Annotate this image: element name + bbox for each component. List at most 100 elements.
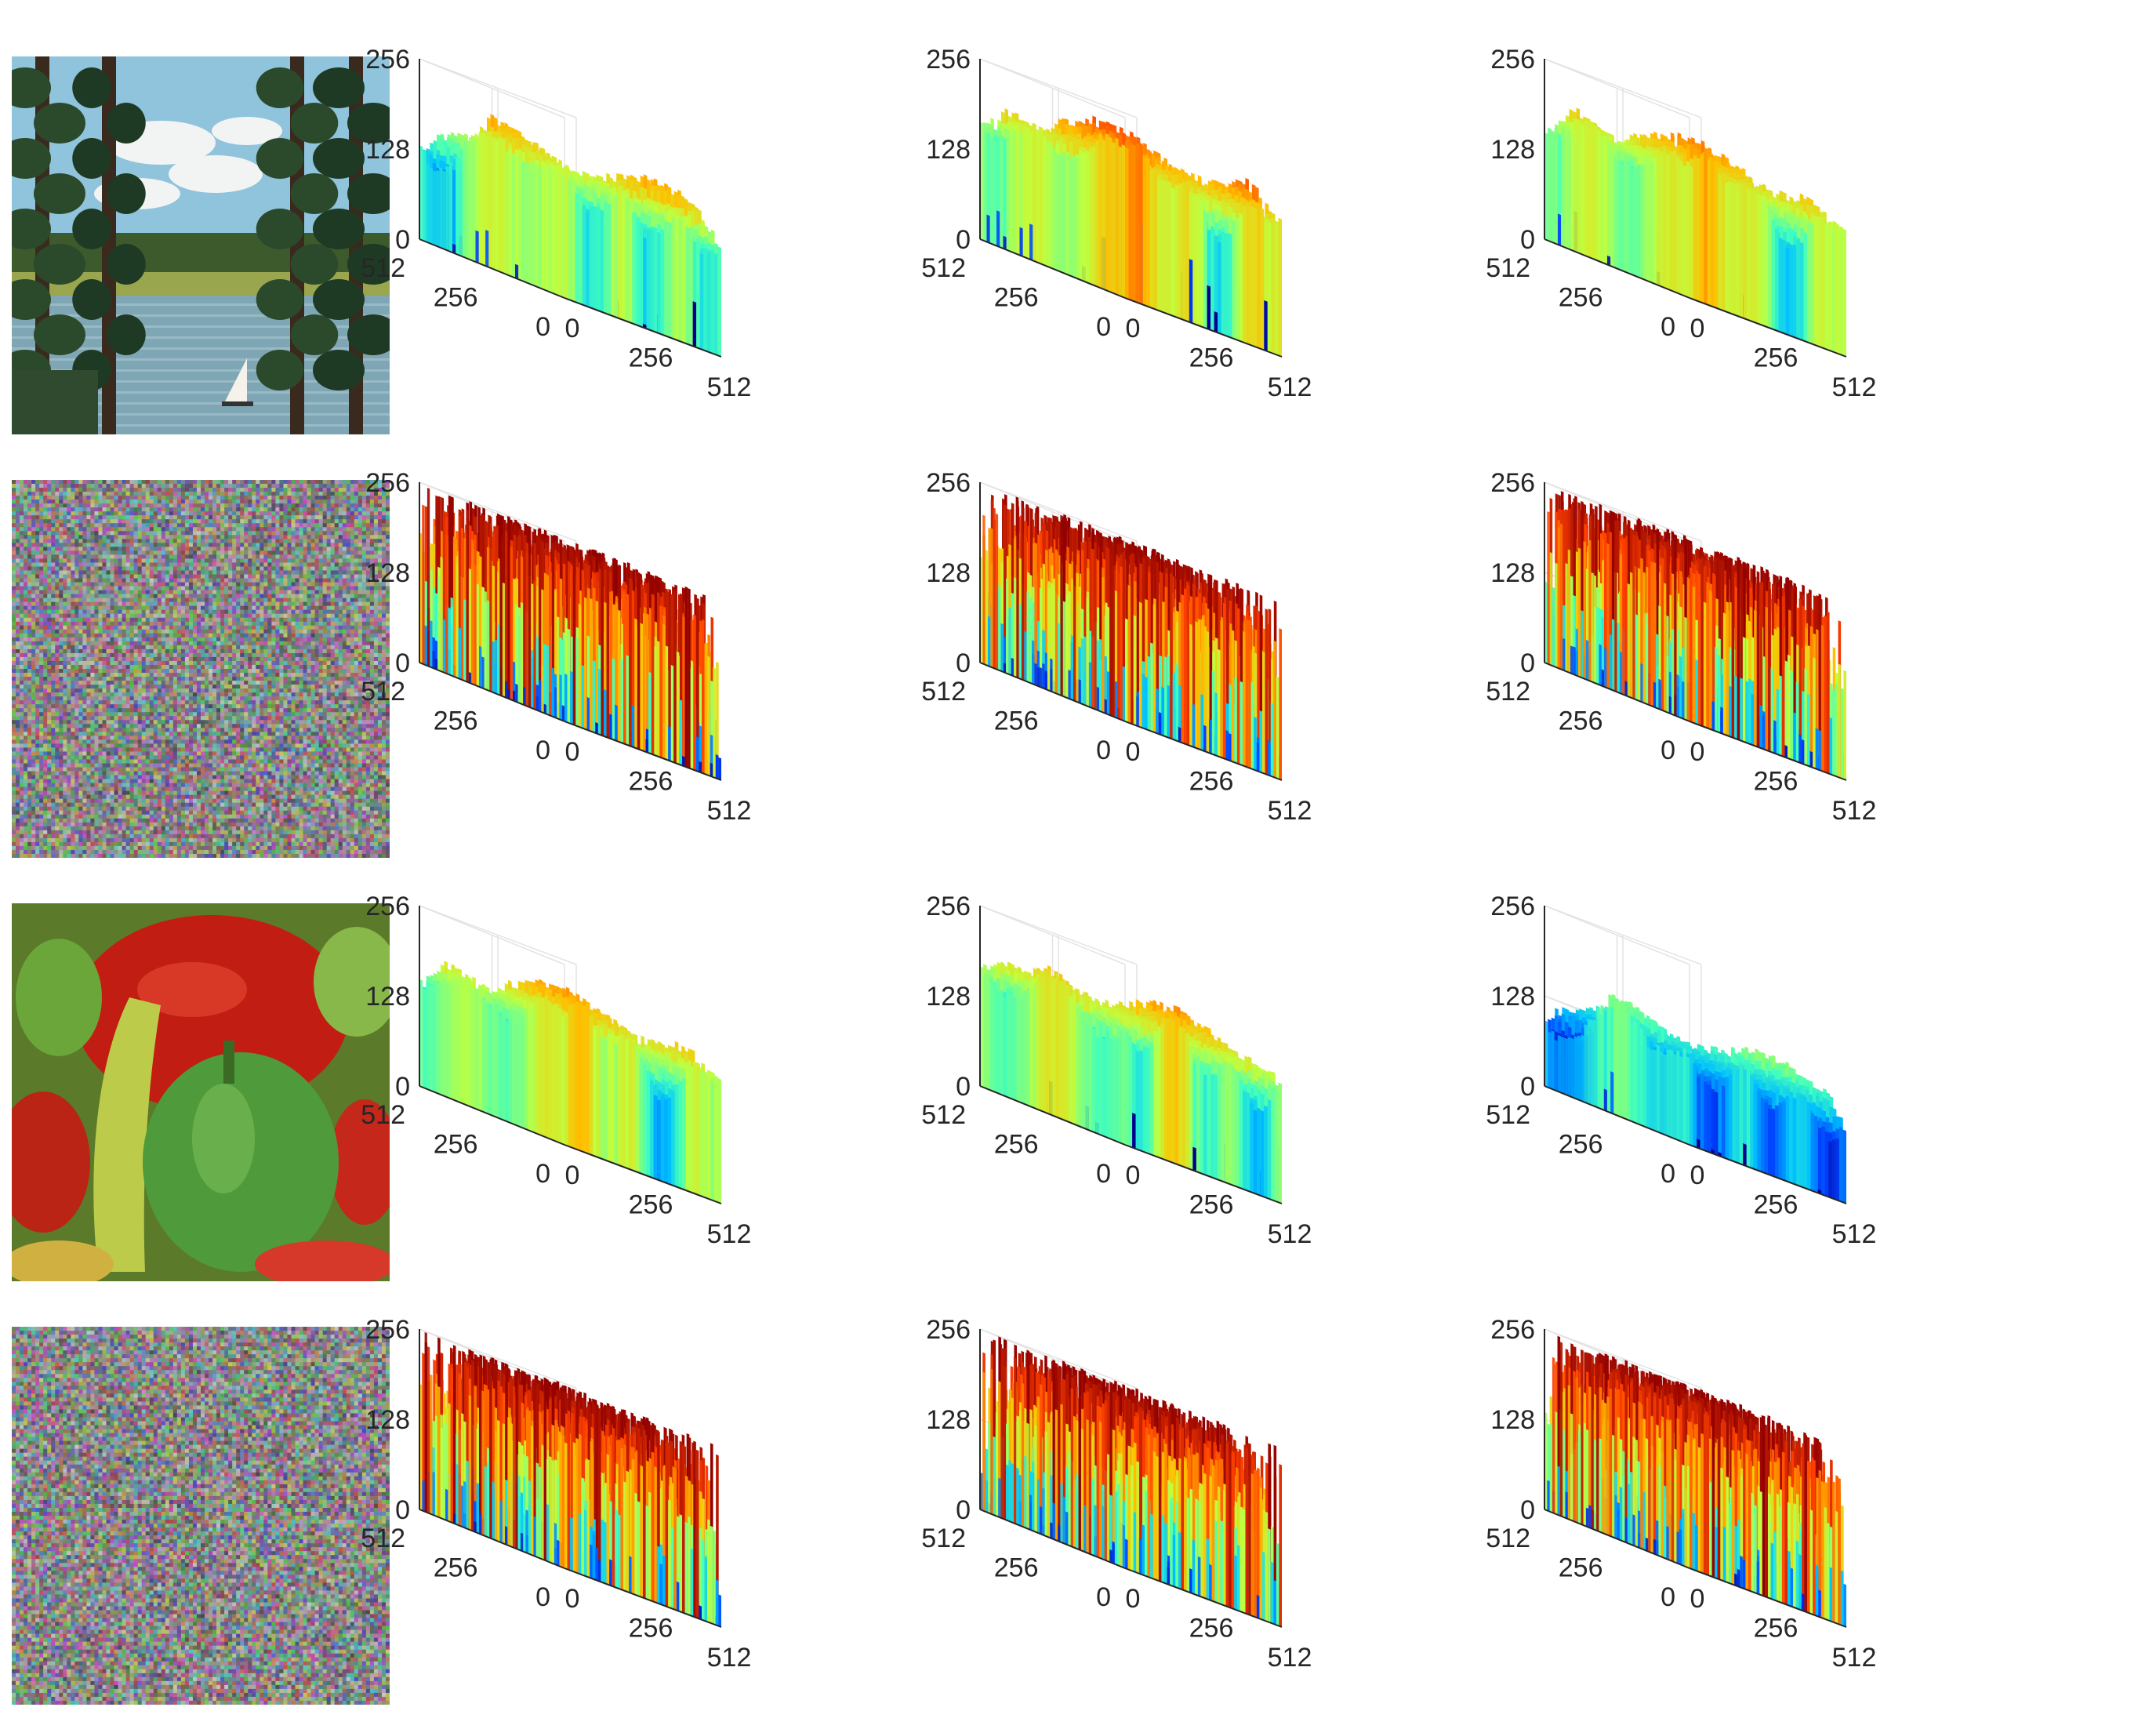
x-tick-label: 256 xyxy=(1189,1190,1234,1220)
z-tick-label: 128 xyxy=(926,558,971,588)
x-tick-label: 256 xyxy=(1189,767,1234,797)
x-tick-label: 256 xyxy=(629,1614,673,1644)
z-tick-label: 0 xyxy=(395,648,410,678)
y-tick-label: 256 xyxy=(994,1553,1039,1583)
x-tick-label: 0 xyxy=(565,1161,580,1190)
y-tick-label: 512 xyxy=(1486,677,1530,706)
z-tick-label: 0 xyxy=(956,648,971,678)
x-tick-label: 0 xyxy=(1126,314,1141,343)
y-tick-label: 512 xyxy=(361,1100,405,1130)
z-tick-label: 0 xyxy=(1520,1072,1535,1102)
z-tick-label: 0 xyxy=(956,1072,971,1102)
x-tick-label: 512 xyxy=(1832,1219,1877,1249)
y-tick-label: 512 xyxy=(1486,1524,1530,1553)
z-tick-label: 0 xyxy=(1520,648,1535,678)
x-tick-label: 0 xyxy=(1690,314,1705,343)
x-tick-label: 256 xyxy=(1189,343,1234,373)
y-tick-label: 256 xyxy=(434,706,478,736)
y-tick-label: 256 xyxy=(994,706,1039,736)
y-tick-label: 256 xyxy=(994,283,1039,313)
y-tick-label: 0 xyxy=(1661,312,1675,342)
x-tick-label: 256 xyxy=(629,1190,673,1220)
x-tick-label: 512 xyxy=(1268,372,1312,402)
x-tick-label: 256 xyxy=(629,343,673,373)
z-tick-label: 128 xyxy=(926,135,971,165)
y-tick-label: 256 xyxy=(434,1553,478,1583)
x-tick-label: 512 xyxy=(1832,1643,1877,1673)
x-tick-label: 0 xyxy=(1690,1584,1705,1614)
y-tick-label: 0 xyxy=(1096,1582,1111,1612)
z-tick-label: 256 xyxy=(1490,892,1535,921)
y-tick-label: 0 xyxy=(535,1582,550,1612)
y-tick-label: 0 xyxy=(1096,1159,1111,1189)
z-tick-label: 256 xyxy=(1490,45,1535,74)
x-tick-label: 0 xyxy=(1690,1161,1705,1190)
y-tick-label: 512 xyxy=(361,1524,405,1553)
y-tick-label: 512 xyxy=(921,1100,966,1130)
y-tick-label: 512 xyxy=(921,677,966,706)
x-tick-label: 0 xyxy=(1126,737,1141,767)
y-tick-label: 512 xyxy=(361,677,405,706)
y-tick-label: 256 xyxy=(994,1130,1039,1160)
z-tick-label: 128 xyxy=(365,558,410,588)
x-tick-label: 512 xyxy=(707,1643,752,1673)
z-tick-label: 0 xyxy=(956,225,971,255)
x-tick-label: 512 xyxy=(707,1219,752,1249)
z-tick-label: 128 xyxy=(365,135,410,165)
z-tick-label: 256 xyxy=(365,45,410,74)
y-tick-label: 256 xyxy=(1559,706,1603,736)
z-tick-label: 0 xyxy=(395,1495,410,1525)
noise-pixels xyxy=(12,1327,390,1705)
z-tick-label: 0 xyxy=(395,225,410,255)
z-tick-label: 0 xyxy=(1520,1495,1535,1525)
x-tick-label: 256 xyxy=(1754,767,1798,797)
y-tick-label: 512 xyxy=(1486,1100,1530,1130)
z-tick-label: 0 xyxy=(956,1495,971,1525)
y-tick-label: 512 xyxy=(361,253,405,283)
x-tick-label: 512 xyxy=(707,796,752,826)
z-tick-label: 256 xyxy=(926,892,971,921)
x-tick-label: 0 xyxy=(1126,1584,1141,1614)
z-tick-label: 128 xyxy=(1490,558,1535,588)
x-tick-label: 512 xyxy=(1832,796,1877,826)
y-tick-label: 0 xyxy=(535,736,550,765)
z-tick-label: 256 xyxy=(926,468,971,498)
y-tick-label: 0 xyxy=(1661,1582,1675,1612)
z-tick-label: 256 xyxy=(365,468,410,498)
x-tick-label: 0 xyxy=(1690,737,1705,767)
z-tick-label: 256 xyxy=(1490,1315,1535,1345)
x-tick-label: 512 xyxy=(1832,372,1877,402)
y-tick-label: 0 xyxy=(1661,1159,1675,1189)
y-tick-label: 0 xyxy=(1096,312,1111,342)
x-tick-label: 256 xyxy=(1754,1190,1798,1220)
plain-image-peppers xyxy=(12,903,390,1281)
z-tick-label: 128 xyxy=(365,982,410,1012)
z-tick-label: 128 xyxy=(1490,982,1535,1012)
y-tick-label: 512 xyxy=(1486,253,1530,283)
x-tick-label: 0 xyxy=(1126,1161,1141,1190)
y-tick-label: 512 xyxy=(921,253,966,283)
x-tick-label: 256 xyxy=(1754,343,1798,373)
x-tick-label: 0 xyxy=(565,1584,580,1614)
z-tick-label: 256 xyxy=(365,1315,410,1345)
y-tick-label: 0 xyxy=(535,1159,550,1189)
y-tick-label: 0 xyxy=(1096,736,1111,765)
z-tick-label: 256 xyxy=(926,1315,971,1345)
surface-R xyxy=(419,1332,721,1627)
x-tick-label: 512 xyxy=(1268,796,1312,826)
encrypted-image xyxy=(12,480,390,858)
x-tick-label: 0 xyxy=(565,314,580,343)
plain-image-lake-trees-sailboat xyxy=(12,56,390,434)
y-tick-label: 256 xyxy=(1559,283,1603,313)
y-tick-label: 0 xyxy=(535,312,550,342)
z-tick-label: 128 xyxy=(1490,1405,1535,1435)
y-tick-label: 256 xyxy=(434,1130,478,1160)
noise-pixels xyxy=(12,480,390,858)
x-tick-label: 256 xyxy=(1189,1614,1234,1644)
y-tick-label: 256 xyxy=(1559,1130,1603,1160)
